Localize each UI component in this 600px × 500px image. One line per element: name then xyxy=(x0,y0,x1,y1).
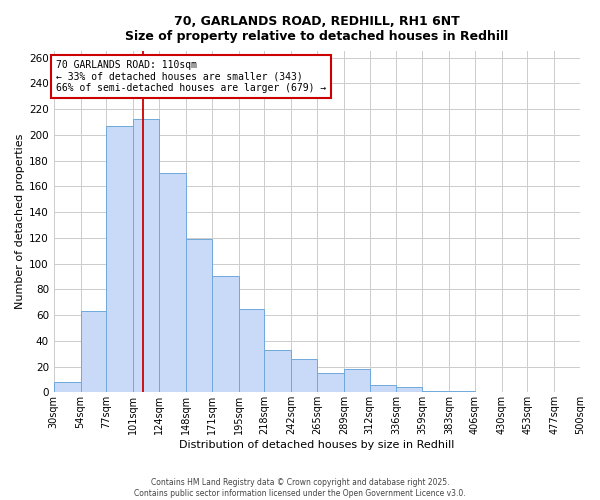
Bar xyxy=(80,311,106,392)
Bar xyxy=(133,120,159,392)
Bar xyxy=(344,369,370,392)
Bar xyxy=(449,391,475,392)
Bar xyxy=(422,391,449,392)
Bar xyxy=(239,308,264,392)
Y-axis label: Number of detached properties: Number of detached properties xyxy=(15,134,25,310)
X-axis label: Distribution of detached houses by size in Redhill: Distribution of detached houses by size … xyxy=(179,440,455,450)
Bar xyxy=(264,350,291,393)
Text: Contains HM Land Registry data © Crown copyright and database right 2025.
Contai: Contains HM Land Registry data © Crown c… xyxy=(134,478,466,498)
Bar xyxy=(212,276,239,392)
Bar xyxy=(291,359,317,392)
Text: 70 GARLANDS ROAD: 110sqm
← 33% of detached houses are smaller (343)
66% of semi-: 70 GARLANDS ROAD: 110sqm ← 33% of detach… xyxy=(56,60,326,94)
Bar xyxy=(317,373,344,392)
Bar xyxy=(186,239,212,392)
Bar xyxy=(159,174,186,392)
Title: 70, GARLANDS ROAD, REDHILL, RH1 6NT
Size of property relative to detached houses: 70, GARLANDS ROAD, REDHILL, RH1 6NT Size… xyxy=(125,15,509,43)
Bar xyxy=(397,387,422,392)
Bar xyxy=(106,126,133,392)
Bar xyxy=(54,382,80,392)
Bar xyxy=(370,384,397,392)
